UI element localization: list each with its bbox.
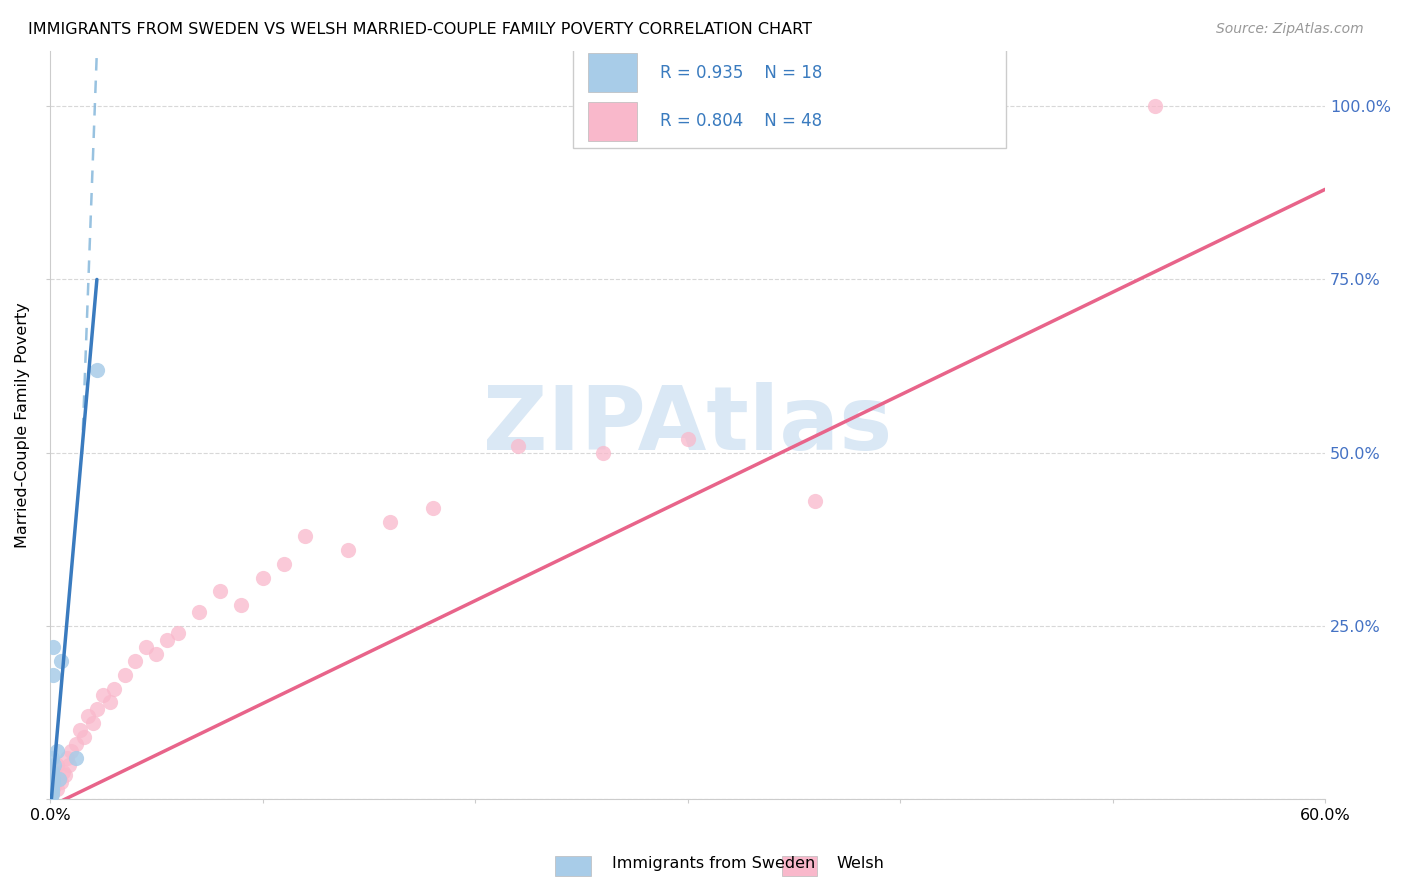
Point — [98, 695, 121, 709]
Point — [187, 605, 209, 619]
Point — [44, 757, 66, 772]
Point — [45, 782, 67, 797]
Point — [41, 779, 63, 793]
Point — [44, 764, 66, 779]
Point — [231, 599, 253, 613]
Point — [252, 571, 274, 585]
Point — [378, 515, 401, 529]
Point — [41, 784, 63, 798]
Text: Welsh: Welsh — [837, 856, 884, 871]
Point — [41, 782, 63, 797]
Point — [41, 764, 63, 779]
Point — [1144, 99, 1167, 113]
Point — [41, 772, 63, 786]
Text: R = 0.804    N = 48: R = 0.804 N = 48 — [659, 112, 821, 130]
Point — [676, 432, 699, 446]
Point — [336, 542, 359, 557]
Point — [73, 730, 96, 744]
Text: IMMIGRANTS FROM SWEDEN VS WELSH MARRIED-COUPLE FAMILY POVERTY CORRELATION CHART: IMMIGRANTS FROM SWEDEN VS WELSH MARRIED-… — [28, 22, 813, 37]
FancyBboxPatch shape — [572, 47, 1007, 148]
Point — [41, 785, 63, 799]
Point — [506, 439, 529, 453]
Text: R = 0.935    N = 18: R = 0.935 N = 18 — [659, 64, 823, 82]
FancyBboxPatch shape — [588, 54, 637, 93]
Point — [42, 640, 65, 654]
Point — [103, 681, 125, 696]
Point — [42, 667, 65, 681]
Text: Immigrants from Sweden: Immigrants from Sweden — [612, 856, 815, 871]
Point — [41, 784, 63, 798]
Point — [156, 632, 179, 647]
Bar — [555, 856, 591, 876]
Point — [135, 640, 157, 654]
Point — [166, 626, 188, 640]
Point — [86, 362, 108, 376]
FancyBboxPatch shape — [588, 102, 637, 141]
Point — [58, 757, 80, 772]
Point — [42, 772, 65, 786]
Point — [69, 723, 91, 738]
Point — [209, 584, 232, 599]
Point — [52, 764, 75, 779]
Point — [294, 529, 316, 543]
Point — [114, 667, 136, 681]
Point — [39, 789, 62, 803]
Point — [44, 779, 66, 793]
Point — [56, 751, 79, 765]
Point — [592, 446, 614, 460]
Point — [49, 775, 72, 789]
Point — [804, 494, 827, 508]
Point — [41, 787, 63, 801]
Point — [49, 654, 72, 668]
Point — [86, 702, 108, 716]
Point — [45, 744, 67, 758]
Point — [145, 647, 167, 661]
Point — [39, 789, 62, 803]
Y-axis label: Married-Couple Family Poverty: Married-Couple Family Poverty — [15, 302, 30, 548]
Point — [60, 744, 83, 758]
Point — [91, 689, 114, 703]
Point — [41, 779, 63, 793]
Text: ZIPAtlas: ZIPAtlas — [484, 382, 893, 468]
Point — [65, 751, 87, 765]
Point — [77, 709, 100, 723]
Point — [124, 654, 146, 668]
Point — [41, 775, 63, 789]
Point — [41, 751, 63, 765]
Point — [422, 501, 444, 516]
Bar — [782, 856, 817, 876]
Point — [41, 785, 63, 799]
Point — [45, 757, 67, 772]
Point — [53, 768, 76, 782]
Point — [41, 787, 63, 801]
Point — [65, 737, 87, 751]
Point — [82, 716, 104, 731]
Point — [48, 772, 70, 786]
Point — [273, 557, 295, 571]
Point — [39, 785, 62, 799]
Text: Source: ZipAtlas.com: Source: ZipAtlas.com — [1216, 22, 1364, 37]
Point — [48, 772, 70, 786]
Point — [41, 782, 63, 797]
